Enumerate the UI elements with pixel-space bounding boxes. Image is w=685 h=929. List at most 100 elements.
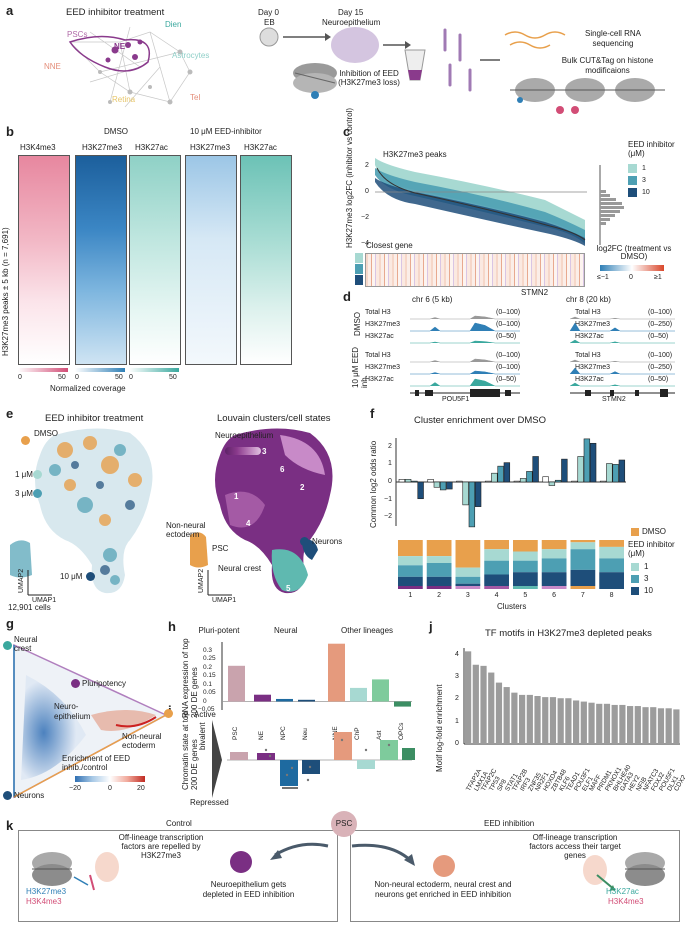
f-bar-10-2: [446, 481, 453, 490]
c-histogram: [599, 165, 624, 245]
c-ytick-m4: −4: [361, 240, 369, 247]
f-stack-8-3: [599, 572, 624, 586]
c-legend-10: 10: [642, 189, 650, 196]
f-legend-title: EED inhibitor (μM): [628, 540, 675, 559]
f-bar-1-8: [606, 463, 613, 483]
scale-min-2: 0: [75, 374, 79, 381]
c-fc-zero: 0: [629, 274, 633, 281]
d-gene-models: [410, 389, 675, 397]
state-psc: PSCs: [67, 30, 88, 39]
g-cbar-title: Enrichment of EED inhib./control: [62, 754, 131, 773]
g-cbar-max: 20: [137, 785, 145, 792]
c-ytick-m2: −2: [361, 214, 369, 221]
k-mark-left-1: H3K27me3: [26, 887, 67, 896]
f-stack-7-2: [570, 549, 596, 570]
k-nne-text: Non-neural ectoderm, neural crest and ne…: [374, 880, 512, 899]
b-col-3: H3K27ac: [135, 143, 168, 152]
f-stack-2-0: [426, 540, 452, 557]
h-ylabel: RNA expression of top 200 DE genes: [181, 638, 199, 718]
f-legend-1: 1: [644, 562, 649, 571]
state-ne: NE: [114, 42, 126, 51]
j-bar-NFIB: [634, 706, 641, 744]
g-triangle: [13, 643, 168, 799]
f-stack-1-1: [398, 556, 423, 566]
d-signal-right-path-5: [569, 382, 675, 387]
f-title: Cluster enrichment over DMSO: [414, 415, 546, 426]
d-signal-2: [410, 339, 675, 344]
f-bar-3-1: [411, 480, 418, 483]
d-range-left-2: (0–50): [496, 333, 517, 340]
f-stack-5-3: [513, 572, 538, 586]
d-range-left-4: (0–100): [496, 364, 521, 371]
f-ytick-2: 0: [388, 478, 392, 485]
g-dot-neurons: [3, 791, 12, 800]
k-nucleosome-left: [32, 852, 119, 891]
k-psc-circle: PSC: [331, 811, 357, 837]
f-bar-10-5: [532, 456, 539, 483]
panel-label-d: d: [343, 289, 351, 304]
h-ytick-3: 0.15: [203, 672, 216, 679]
scale-max-2: 50: [115, 374, 123, 381]
f-stack-color-7: [570, 586, 596, 589]
protocol-schematic: [259, 27, 665, 114]
e-dose-3: 3 μM: [15, 489, 33, 498]
e-dmso: DMSO: [34, 429, 58, 438]
f-stack-color-5: [513, 586, 538, 589]
f-xtick-5: 5: [523, 592, 528, 599]
f-xtick-6: 6: [552, 592, 557, 599]
d-track-label-r-1: H3K27me3: [575, 321, 611, 328]
nne-dot: [190, 541, 199, 550]
state-tel: Tel: [190, 93, 201, 102]
f-bar-1-1: [404, 479, 412, 483]
c-row-swatch-10: [355, 275, 363, 285]
j-bar-GATA3: [619, 704, 626, 744]
f-bar-3-3: [468, 481, 476, 528]
h-group-neural: Neural: [274, 626, 298, 635]
scale-min-3: 0: [129, 374, 133, 381]
f-xlabel: Clusters: [497, 602, 527, 611]
f-stack-3-1: [455, 567, 481, 577]
f-stack-5-2: [513, 560, 538, 573]
neuro-label: Neuroepithelium: [322, 18, 381, 27]
j-bar-IRF3: [519, 694, 526, 744]
k-nne-circle: [433, 855, 455, 877]
c-legend-swatch-10: [628, 188, 637, 197]
j-ytick-2: 2: [455, 695, 459, 703]
f-stack-color-6: [541, 586, 567, 589]
d-track-label-0: Total H3: [365, 309, 391, 316]
d-signal-left-path-0: [410, 315, 520, 320]
d-signal-left-path-1: [410, 322, 520, 332]
e-state-nne: Non-neural ectoderm: [166, 521, 206, 540]
panel-a-title: EED inhibitor treatment: [66, 7, 165, 18]
f-bar-DMSO-1: [398, 479, 406, 483]
f-stack-8-0: [599, 540, 624, 547]
b-dmso: DMSO: [104, 127, 128, 136]
f-stack-7-3: [570, 569, 596, 586]
e-umap2-left: UMAP2: [18, 568, 25, 593]
f-stack-1-2: [398, 565, 423, 577]
j-bar-STAT1: [503, 687, 510, 744]
d-track-label-r-3: Total H3: [575, 352, 601, 359]
f-bar-DMSO-7: [571, 480, 578, 483]
c-row-swatch-3: [355, 264, 363, 274]
panel-label-f: f: [370, 406, 375, 421]
h-ytick-2: 0.2: [203, 663, 213, 671]
d-range-left-0: (0–100): [496, 309, 521, 316]
f-stack-3-3: [455, 583, 481, 586]
j-bar-BHLHE40: [611, 704, 618, 744]
d-signal-left-path-5: [410, 378, 520, 387]
j-bar-TP53: [488, 672, 495, 744]
f-bar-10-6: [561, 458, 568, 483]
f-legend-1-swatch: [631, 563, 639, 571]
f-stack-6-3: [541, 572, 567, 586]
j-bar-CDX2: [673, 709, 680, 744]
d-signal-0: [410, 315, 675, 320]
c-ytick-0: 0: [365, 188, 369, 195]
j-bar-HOXD4: [542, 697, 549, 744]
f-bar-10-1: [417, 481, 424, 500]
day0-label: Day 0: [258, 8, 279, 17]
f-stack-color-3: [455, 586, 481, 589]
f-bar-3-7: [583, 438, 591, 483]
f-bar-DMSO-5: [513, 480, 521, 483]
f-stack-4-3: [484, 574, 509, 586]
